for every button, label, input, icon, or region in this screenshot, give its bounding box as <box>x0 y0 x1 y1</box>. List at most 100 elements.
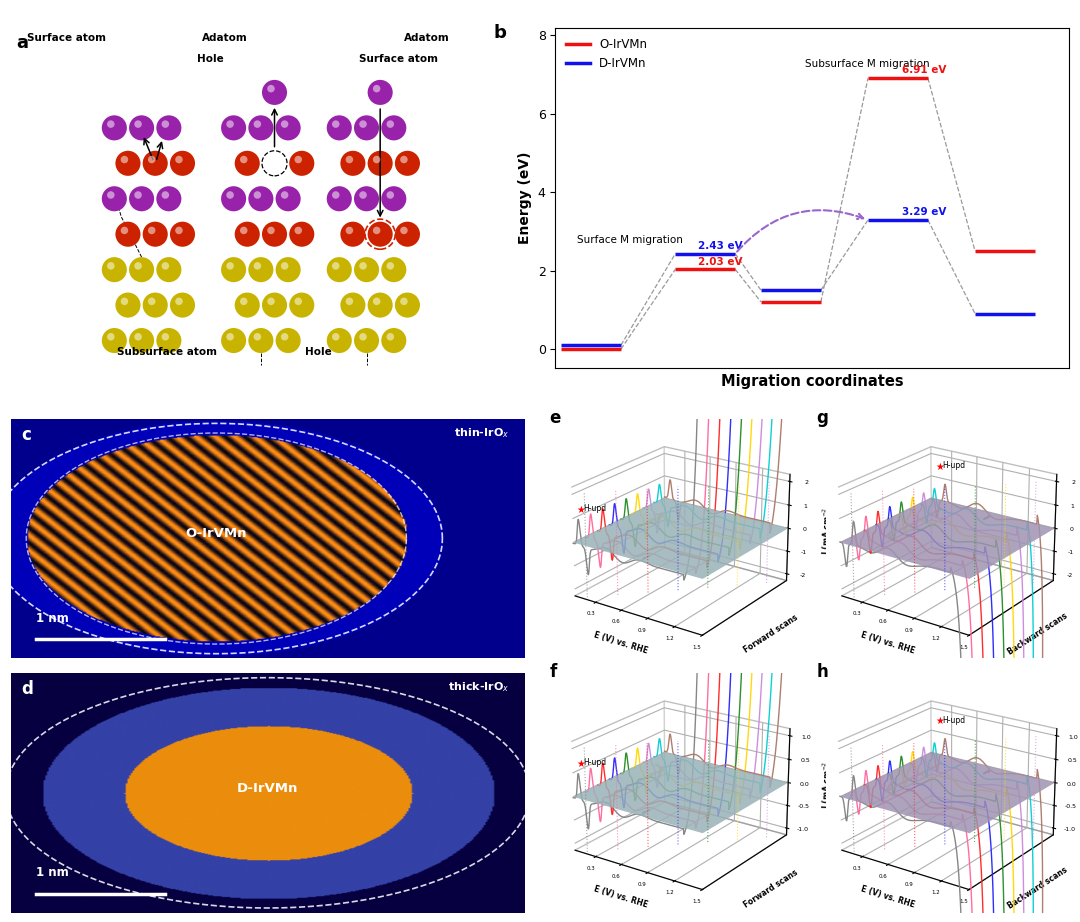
Circle shape <box>134 262 141 269</box>
Circle shape <box>134 191 141 199</box>
Text: 1 nm: 1 nm <box>37 866 69 880</box>
Circle shape <box>267 227 274 234</box>
Circle shape <box>248 328 273 353</box>
Circle shape <box>148 156 156 163</box>
Circle shape <box>373 227 380 234</box>
Circle shape <box>381 186 406 211</box>
Circle shape <box>116 151 140 176</box>
Circle shape <box>327 115 352 140</box>
Circle shape <box>367 151 393 176</box>
X-axis label: E (V) vs. RHE: E (V) vs. RHE <box>593 630 649 656</box>
Circle shape <box>116 221 140 247</box>
Circle shape <box>387 121 394 128</box>
Circle shape <box>381 115 406 140</box>
Circle shape <box>248 257 273 282</box>
Circle shape <box>234 292 260 318</box>
Circle shape <box>107 333 114 340</box>
Circle shape <box>157 328 181 353</box>
Circle shape <box>175 156 183 163</box>
Text: e: e <box>550 409 561 427</box>
Circle shape <box>401 156 407 163</box>
Circle shape <box>134 121 141 128</box>
Circle shape <box>332 333 339 340</box>
Text: Adatom: Adatom <box>404 33 450 43</box>
Circle shape <box>373 156 380 163</box>
Circle shape <box>143 292 167 318</box>
Circle shape <box>354 328 379 353</box>
Circle shape <box>240 298 247 305</box>
Circle shape <box>227 121 234 128</box>
Circle shape <box>175 298 183 305</box>
Text: f: f <box>550 663 556 681</box>
Circle shape <box>221 186 246 211</box>
Text: Surface M migration: Surface M migration <box>577 235 683 245</box>
Circle shape <box>354 115 379 140</box>
Text: Surface atom: Surface atom <box>359 53 437 64</box>
Circle shape <box>381 328 406 353</box>
Text: 3.29 eV: 3.29 eV <box>902 207 946 218</box>
Circle shape <box>332 191 339 199</box>
Circle shape <box>275 328 300 353</box>
X-axis label: E (V) vs. RHE: E (V) vs. RHE <box>860 630 916 656</box>
Text: 2.43 eV: 2.43 eV <box>698 241 743 251</box>
Circle shape <box>354 257 379 282</box>
Circle shape <box>227 262 234 269</box>
X-axis label: E (V) vs. RHE: E (V) vs. RHE <box>593 884 649 909</box>
Text: Hole: Hole <box>197 53 224 64</box>
Circle shape <box>221 328 246 353</box>
Circle shape <box>340 292 365 318</box>
Circle shape <box>395 221 420 247</box>
Circle shape <box>354 186 379 211</box>
Circle shape <box>157 186 181 211</box>
Circle shape <box>267 298 274 305</box>
Circle shape <box>346 227 353 234</box>
Circle shape <box>360 191 367 199</box>
Text: thick-IrO$_x$: thick-IrO$_x$ <box>448 680 509 694</box>
Text: a: a <box>16 34 28 53</box>
Circle shape <box>170 151 195 176</box>
Circle shape <box>248 115 273 140</box>
Text: g: g <box>816 409 828 427</box>
Circle shape <box>143 221 167 247</box>
Circle shape <box>367 80 393 105</box>
Circle shape <box>346 156 353 163</box>
Circle shape <box>262 80 287 105</box>
Circle shape <box>254 262 261 269</box>
Circle shape <box>175 227 183 234</box>
Circle shape <box>262 292 287 318</box>
Circle shape <box>227 333 234 340</box>
Circle shape <box>295 298 302 305</box>
Text: 6.91 eV: 6.91 eV <box>902 65 946 76</box>
Circle shape <box>289 221 314 247</box>
Circle shape <box>395 292 420 318</box>
Circle shape <box>360 333 367 340</box>
Circle shape <box>148 298 156 305</box>
Circle shape <box>254 121 261 128</box>
Circle shape <box>360 262 367 269</box>
Y-axis label: Backward scans: Backward scans <box>1007 611 1069 656</box>
Text: h: h <box>816 663 828 681</box>
Text: Hole: Hole <box>305 347 332 357</box>
Circle shape <box>327 186 352 211</box>
Circle shape <box>395 151 420 176</box>
Circle shape <box>275 115 300 140</box>
Text: d: d <box>22 680 33 698</box>
Circle shape <box>240 227 247 234</box>
Circle shape <box>107 121 114 128</box>
Circle shape <box>327 257 352 282</box>
Circle shape <box>401 227 407 234</box>
Text: O-IrVMn: O-IrVMn <box>186 527 247 540</box>
Circle shape <box>367 292 393 318</box>
Circle shape <box>170 292 195 318</box>
Circle shape <box>340 151 365 176</box>
Circle shape <box>102 115 126 140</box>
Circle shape <box>262 221 287 247</box>
Circle shape <box>295 156 302 163</box>
Text: 2.03 eV: 2.03 eV <box>698 256 743 266</box>
Circle shape <box>332 121 339 128</box>
Circle shape <box>221 115 246 140</box>
Circle shape <box>157 115 181 140</box>
Circle shape <box>162 333 170 340</box>
Text: Adatom: Adatom <box>202 33 247 43</box>
Text: c: c <box>22 426 31 443</box>
